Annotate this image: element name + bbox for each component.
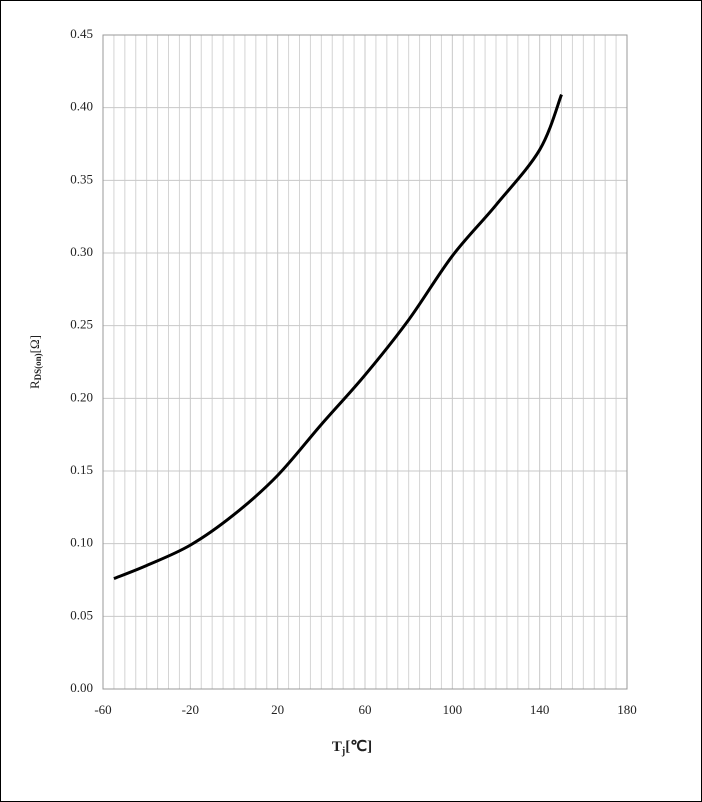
x-tick-label: 180 (617, 702, 637, 717)
y-tick-label: 0.05 (70, 607, 93, 622)
x-tick-label: 20 (271, 702, 284, 717)
y-axis-label: RDS(on)[Ω] (27, 335, 43, 389)
y-tick-label: 0.10 (70, 535, 93, 550)
y-tick-label: 0.20 (70, 389, 93, 404)
x-tick-label: 140 (530, 702, 550, 717)
y-tick-label: 0.40 (70, 99, 93, 114)
x-axis-label: Tj[℃] (332, 739, 372, 757)
y-tick-label: 0.00 (70, 680, 93, 695)
y-tick-label: 0.25 (70, 317, 93, 332)
x-tick-label: 100 (443, 702, 463, 717)
y-tick-label: 0.35 (70, 171, 93, 186)
y-tick-label: 0.15 (70, 462, 93, 477)
line-series (113, 94, 563, 580)
x-tick-label: -20 (182, 702, 199, 717)
y-tick-label: 0.30 (70, 244, 93, 259)
x-tick-label: 60 (359, 702, 372, 717)
plot-border (102, 34, 628, 690)
y-tick-label: 0.45 (70, 26, 93, 41)
x-tick-label: -60 (94, 702, 111, 717)
